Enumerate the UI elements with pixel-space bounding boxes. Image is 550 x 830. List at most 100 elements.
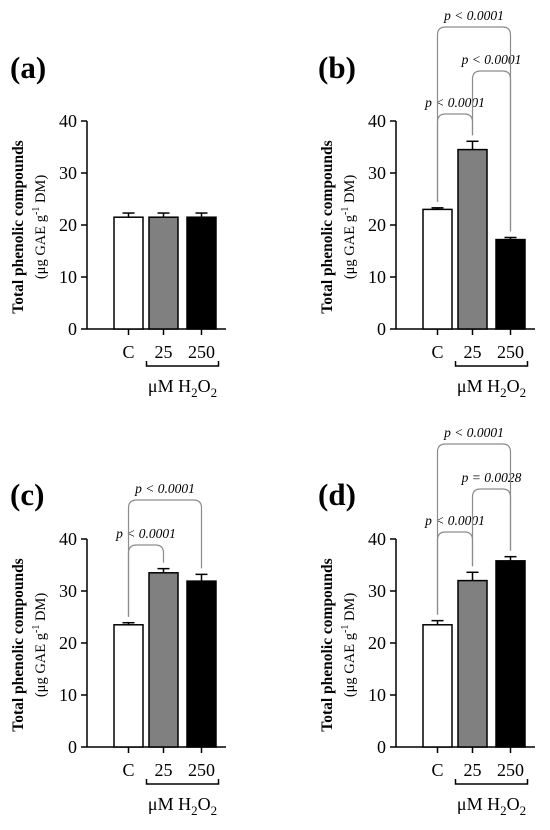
treatment-label-sub: 2: [211, 385, 218, 400]
bar-C: [422, 624, 453, 748]
y-tick-label: 40: [368, 529, 386, 549]
bar-C: [422, 208, 453, 330]
y-tick-label: 10: [59, 685, 77, 705]
treatment-label-prefix: μM H: [457, 376, 500, 396]
treatment-label-mid: O: [198, 376, 211, 396]
p-value-label: p < 0.0001: [461, 52, 522, 67]
treatment-label-prefix: μM H: [457, 794, 500, 814]
y-tick-label: 0: [377, 737, 386, 757]
y-tick-label: 0: [377, 319, 386, 339]
chart-panel-2: (b)Total phenolic compounds (μg GAE g-1 D…: [318, 8, 535, 400]
treatment-label-sub: 2: [500, 385, 507, 400]
panel-label: (b): [318, 50, 356, 85]
treatment-label-sub: 2: [500, 803, 507, 818]
x-tick-label: 25: [464, 760, 482, 780]
significance-bracket: [436, 443, 512, 615]
y-unit-prefix: (μg GAE g: [342, 215, 358, 279]
panel-label: (a): [10, 50, 46, 85]
treatment-label-mid: O: [507, 376, 520, 396]
p-value-label: p < 0.0001: [424, 95, 485, 110]
y-tick-label: 0: [68, 319, 77, 339]
treatment-bracket: [145, 779, 220, 785]
y-tick-label: 40: [59, 111, 77, 131]
y-tick-label: 10: [59, 267, 77, 287]
y-tick-label: 30: [368, 163, 386, 183]
chart-panel-4: (d)Total phenolic compounds (μg GAE g-1 D…: [318, 425, 535, 818]
treatment-label: μM H2O2: [148, 376, 217, 400]
y-tick-label: 30: [59, 581, 77, 601]
p-value-label: p < 0.0001: [443, 425, 504, 440]
y-axis-unit: (μg GAE g-1 DM): [340, 175, 358, 279]
bar-25: [148, 216, 179, 330]
x-tick-label: 250: [188, 342, 215, 362]
treatment-label-sub: 2: [191, 385, 198, 400]
treatment-bracket: [454, 779, 529, 785]
treatment-label-mid: O: [507, 794, 520, 814]
y-tick-label: 10: [368, 267, 386, 287]
x-tick-label: C: [431, 342, 443, 362]
treatment-label-prefix: μM H: [148, 376, 191, 396]
treatment-label-mid: O: [198, 794, 211, 814]
bar-250: [495, 238, 526, 330]
x-tick-label: C: [122, 342, 134, 362]
y-tick-label: 10: [368, 685, 386, 705]
p-value-label: p < 0.0001: [115, 526, 176, 541]
x-tick-label: 25: [155, 342, 173, 362]
x-tick-label: 25: [464, 342, 482, 362]
significance-bracket: [127, 499, 203, 617]
y-unit-suffix: DM): [342, 593, 358, 625]
y-axis-label: Total phenolic compounds: [319, 558, 336, 731]
panel-label: (c): [10, 477, 44, 512]
y-axis-label: Total phenolic compounds: [319, 140, 336, 313]
y-axis-label: Total phenolic compounds: [10, 558, 27, 731]
chart-panel-1: (a) Total phenolic compounds (μg GAE g-1 D…: [10, 50, 226, 400]
treatment-label: μM H2O2: [457, 794, 526, 818]
treatment-label-sub: 2: [211, 803, 218, 818]
y-tick-label: 40: [59, 529, 77, 549]
y-axis-unit: (μg GAE g-1 DM): [31, 593, 49, 697]
x-tick-label: 250: [188, 760, 215, 780]
y-axis-label: Total phenolic compounds: [10, 140, 27, 313]
y-unit-exponent: -1: [340, 207, 351, 215]
panel-label: (d): [318, 477, 356, 512]
p-value-label: p < 0.0001: [443, 8, 504, 23]
p-value-label: p < 0.0001: [424, 513, 485, 528]
x-tick-label: 25: [155, 760, 173, 780]
y-tick-label: 30: [59, 163, 77, 183]
bar-25: [457, 579, 488, 748]
y-unit-exponent: -1: [340, 625, 351, 633]
treatment-bracket: [145, 361, 220, 367]
treatment-label-prefix: μM H: [148, 794, 191, 814]
bar-25: [457, 148, 488, 330]
y-axis-unit: (μg GAE g-1 DM): [340, 593, 358, 697]
treatment-label-sub: 2: [191, 803, 198, 818]
x-tick-label: C: [122, 760, 134, 780]
y-unit-prefix: (μg GAE g: [342, 633, 358, 697]
y-tick-label: 20: [368, 633, 386, 653]
bar-250: [186, 216, 217, 330]
y-unit-prefix: (μg GAE g: [33, 215, 49, 279]
x-tick-label: C: [431, 760, 443, 780]
treatment-label-sub: 2: [520, 385, 527, 400]
bar-250: [495, 560, 526, 748]
bar-25: [148, 572, 179, 748]
x-tick-label: 250: [497, 760, 524, 780]
y-unit-suffix: DM): [342, 175, 358, 207]
y-tick-label: 40: [368, 111, 386, 131]
treatment-label-sub: 2: [520, 803, 527, 818]
bar-C: [113, 216, 144, 330]
y-unit-suffix: DM): [33, 175, 49, 207]
treatment-label: μM H2O2: [457, 376, 526, 400]
y-tick-label: 20: [368, 215, 386, 235]
y-tick-label: 20: [59, 633, 77, 653]
y-unit-prefix: (μg GAE g: [33, 633, 49, 697]
y-unit-suffix: DM): [33, 593, 49, 625]
bar-C: [113, 624, 144, 748]
treatment-bracket: [454, 361, 529, 367]
y-tick-label: 30: [368, 581, 386, 601]
chart-panel-3: (c) Total phenolic compounds (μg GAE g-1 D…: [10, 477, 226, 818]
p-value-label: p = 0.0028: [461, 470, 522, 485]
y-unit-exponent: -1: [31, 207, 42, 215]
y-tick-label: 20: [59, 215, 77, 235]
